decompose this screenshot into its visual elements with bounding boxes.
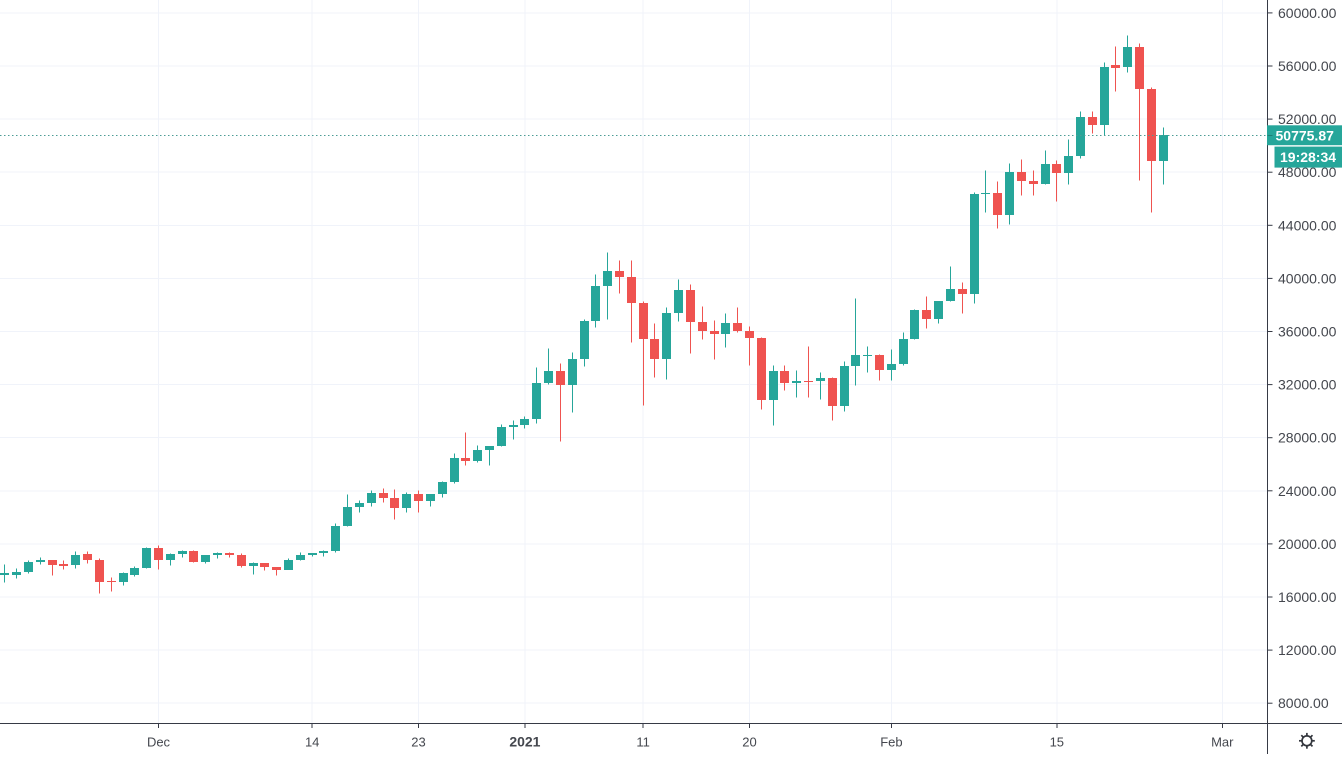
svg-text:23: 23	[411, 734, 425, 749]
svg-text:Feb: Feb	[880, 734, 902, 749]
svg-text:14: 14	[305, 734, 319, 749]
svg-text:20000.00: 20000.00	[1278, 536, 1337, 552]
svg-text:15: 15	[1050, 734, 1064, 749]
svg-text:50775.87: 50775.87	[1276, 127, 1335, 143]
svg-text:60000.00: 60000.00	[1278, 5, 1337, 21]
svg-text:11: 11	[636, 734, 650, 749]
svg-text:16000.00: 16000.00	[1278, 589, 1337, 605]
svg-text:19:28:34: 19:28:34	[1280, 149, 1336, 165]
svg-text:56000.00: 56000.00	[1278, 58, 1337, 74]
svg-text:Mar: Mar	[1211, 734, 1234, 749]
svg-text:32000.00: 32000.00	[1278, 377, 1337, 393]
svg-text:12000.00: 12000.00	[1278, 642, 1337, 658]
svg-text:8000.00: 8000.00	[1278, 695, 1329, 711]
svg-text:40000.00: 40000.00	[1278, 270, 1337, 286]
svg-text:28000.00: 28000.00	[1278, 430, 1337, 446]
svg-text:Dec: Dec	[147, 734, 171, 749]
svg-text:36000.00: 36000.00	[1278, 324, 1337, 340]
svg-text:20: 20	[742, 734, 756, 749]
svg-text:2021: 2021	[509, 733, 540, 749]
svg-text:44000.00: 44000.00	[1278, 217, 1337, 233]
svg-text:24000.00: 24000.00	[1278, 483, 1337, 499]
svg-text:52000.00: 52000.00	[1278, 111, 1337, 127]
